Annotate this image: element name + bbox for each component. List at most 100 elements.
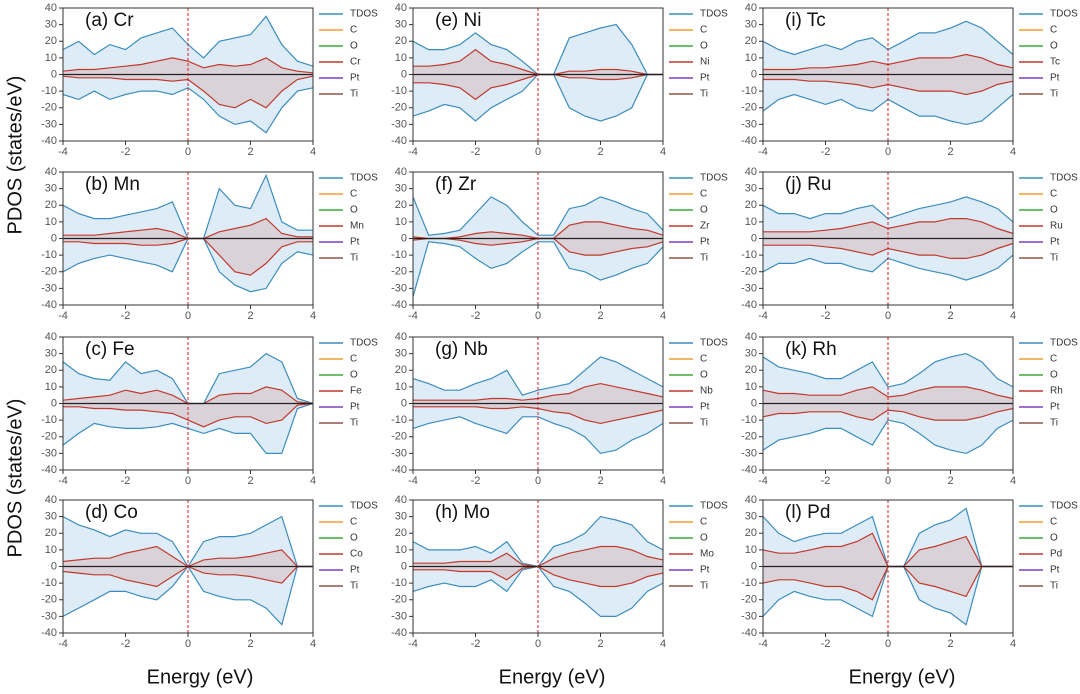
legend-label: Fe	[350, 386, 362, 397]
x-tick-label: 2	[947, 146, 953, 158]
x-tick-label: 2	[597, 146, 603, 158]
y-tick-label: -10	[741, 577, 757, 589]
line	[62, 87, 314, 134]
x-tick-label: 4	[660, 475, 666, 487]
line	[762, 407, 1014, 421]
legend-label: Ti	[1050, 418, 1058, 429]
y-tick-label: 30	[745, 19, 757, 31]
y-tick-label: 20	[395, 35, 407, 47]
legend-label: C	[700, 354, 707, 365]
legend-label: O	[350, 205, 358, 216]
area	[413, 196, 663, 239]
y-axis-label: PDOS (states/eV)	[4, 76, 26, 235]
y-tick-label: -20	[41, 266, 57, 278]
y-tick-label: 10	[45, 216, 57, 228]
x-tick-label: 0	[185, 638, 191, 650]
y-tick-label: -10	[741, 85, 757, 97]
x-tick-label: -2	[821, 475, 831, 487]
y-tick-label: 10	[45, 52, 57, 64]
y-tick-label: -30	[41, 447, 57, 459]
y-tick-label: -30	[391, 610, 407, 622]
y-tick-label: -20	[391, 431, 407, 443]
area	[63, 218, 313, 239]
y-tick-label: -10	[41, 249, 57, 261]
y-tick-label: 40	[395, 494, 407, 506]
area	[413, 566, 663, 617]
y-tick-label: 20	[45, 527, 57, 539]
x-tick-label: 2	[947, 638, 953, 650]
x-tick-label: -2	[121, 638, 131, 650]
y-tick-label: 20	[45, 199, 57, 211]
legend-label: Ti	[1050, 581, 1058, 592]
line	[412, 356, 664, 396]
x-tick-label: 4	[660, 146, 666, 158]
legend-label: C	[1050, 517, 1057, 528]
x-tick-label: 0	[535, 475, 541, 487]
legend-label: Ti	[700, 418, 708, 429]
legend-label: Pt	[350, 565, 360, 576]
panel-title: (c) Fe	[85, 339, 135, 360]
y-tick-label: 20	[745, 35, 757, 47]
y-tick-label: -30	[391, 447, 407, 459]
y-tick-label: 10	[745, 216, 757, 228]
y-tick-label: 10	[745, 52, 757, 64]
area	[763, 403, 1013, 454]
x-tick-label: -2	[471, 310, 481, 322]
x-tick-label: -2	[471, 638, 481, 650]
y-tick-label: 10	[45, 381, 57, 393]
x-tick-label: 4	[660, 310, 666, 322]
y-tick-label: -40	[391, 464, 407, 476]
area	[763, 353, 1013, 404]
y-tick-label: -10	[391, 249, 407, 261]
area	[63, 516, 313, 567]
y-tick-label: -40	[41, 299, 57, 311]
legend-label: TDOS	[350, 9, 378, 20]
x-tick-label: 4	[310, 475, 316, 487]
legend-label: C	[700, 25, 707, 36]
y-tick-label: -20	[741, 431, 757, 443]
x-tick-label: 2	[247, 310, 253, 322]
x-tick-label: 0	[185, 310, 191, 322]
y-tick-label: -10	[41, 414, 57, 426]
y-tick-label: 10	[395, 216, 407, 228]
y-tick-label: 10	[395, 381, 407, 393]
area	[413, 383, 663, 404]
x-tick-label: 2	[947, 310, 953, 322]
area	[763, 238, 1013, 281]
legend-label: TDOS	[1050, 501, 1078, 512]
y-tick-label: 30	[745, 183, 757, 195]
y-tick-label: 40	[395, 331, 407, 343]
area	[63, 403, 313, 454]
area	[63, 566, 313, 625]
y-tick-label: -30	[741, 447, 757, 459]
x-axis-label: Energy (eV)	[147, 666, 254, 688]
area	[63, 238, 313, 276]
legend-label: TDOS	[1050, 9, 1078, 20]
legend-label: O	[700, 205, 708, 216]
legend-label: TDOS	[700, 9, 728, 20]
y-tick-label: 30	[45, 19, 57, 31]
legend-label: C	[1050, 354, 1057, 365]
panel-title: (e) Ni	[435, 10, 481, 31]
y-tick-label: 40	[45, 494, 57, 506]
y-tick-label: -40	[391, 135, 407, 147]
y-tick-label: 0	[51, 397, 57, 409]
legend-label: Pt	[1050, 237, 1060, 248]
x-tick-label: 0	[535, 146, 541, 158]
legend-label: Pt	[350, 402, 360, 413]
legend-label: Co	[350, 549, 363, 560]
line	[762, 419, 1014, 455]
y-tick-label: 30	[395, 19, 407, 31]
legend-label: Ti	[350, 418, 358, 429]
y-tick-label: -30	[391, 282, 407, 294]
legend-label: TDOS	[350, 501, 378, 512]
legend-label: O	[1050, 370, 1058, 381]
panel-title: (j) Ru	[785, 174, 831, 195]
legend-label: O	[700, 533, 708, 544]
area	[63, 175, 313, 239]
y-tick-label: 10	[45, 544, 57, 556]
y-tick-label: 20	[745, 199, 757, 211]
y-tick-label: 10	[395, 52, 407, 64]
y-tick-label: -40	[391, 299, 407, 311]
